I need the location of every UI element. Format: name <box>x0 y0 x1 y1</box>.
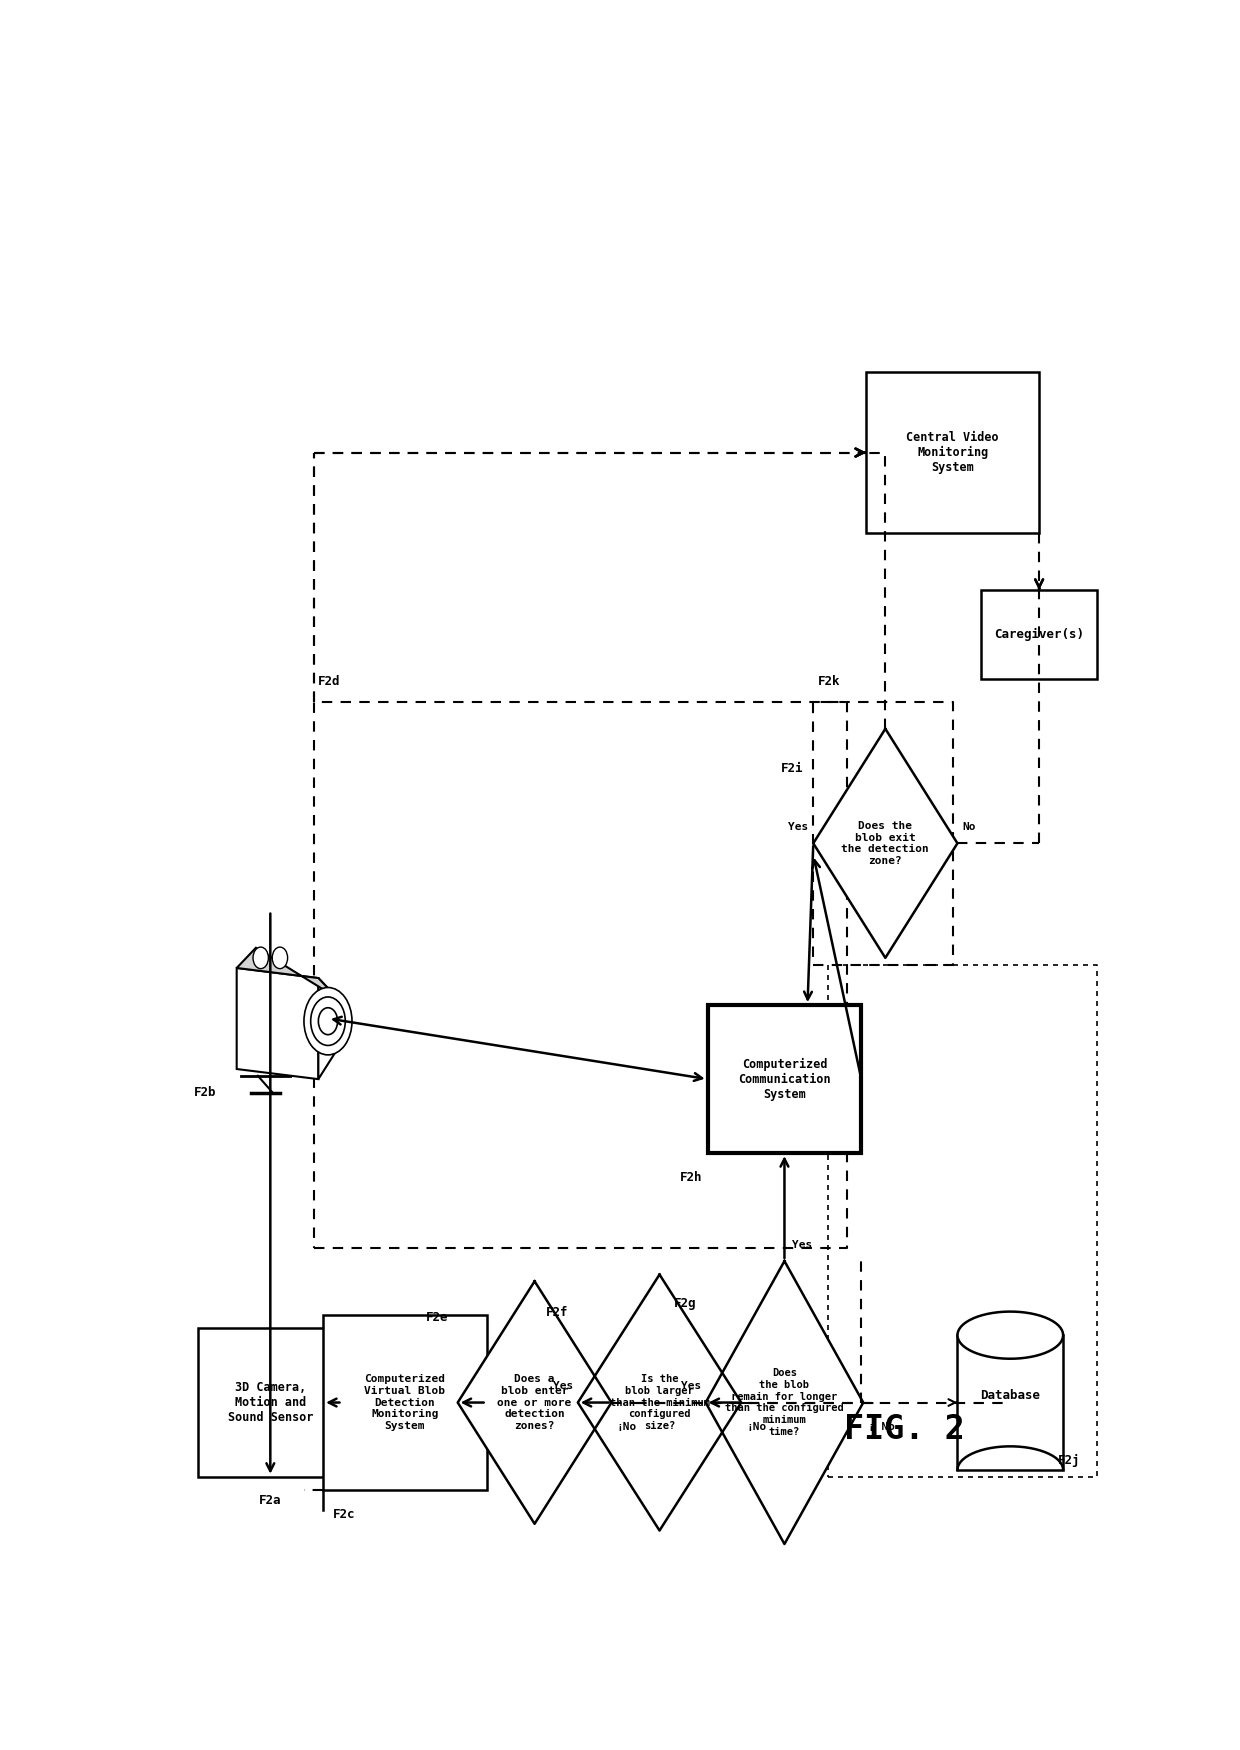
Text: Central Video
Monitoring
System: Central Video Monitoring System <box>906 430 999 474</box>
Text: F2h: F2h <box>681 1171 703 1185</box>
Text: No: No <box>962 822 976 833</box>
Text: F2b: F2b <box>193 1087 216 1099</box>
Text: F2i: F2i <box>781 763 804 775</box>
Polygon shape <box>957 1311 1063 1358</box>
Text: F2a: F2a <box>259 1494 281 1507</box>
Text: F2d: F2d <box>319 676 341 688</box>
Text: Yes: Yes <box>792 1241 812 1250</box>
Text: 3D Camera,
Motion and
Sound Sensor: 3D Camera, Motion and Sound Sensor <box>228 1381 312 1424</box>
Text: F2k: F2k <box>818 676 841 688</box>
Text: F2c: F2c <box>332 1508 356 1521</box>
Circle shape <box>319 1008 337 1034</box>
Polygon shape <box>866 371 1039 534</box>
Text: Does
the blob
remain for longer
than the configured
minimum
time?: Does the blob remain for longer than the… <box>725 1368 844 1437</box>
Text: Yes: Yes <box>681 1381 701 1391</box>
Polygon shape <box>237 968 319 1080</box>
Polygon shape <box>813 728 957 957</box>
Text: Yes: Yes <box>789 822 808 833</box>
Text: ¡No: ¡No <box>746 1421 766 1431</box>
Text: Does the
blob exit
the detection
zone?: Does the blob exit the detection zone? <box>842 821 929 866</box>
Polygon shape <box>982 590 1096 679</box>
Text: Computerized
Virtual Blob
Detection
Monitoring
System: Computerized Virtual Blob Detection Moni… <box>365 1374 445 1431</box>
Circle shape <box>304 987 352 1055</box>
Polygon shape <box>706 1262 863 1544</box>
Text: Yes: Yes <box>553 1381 573 1391</box>
Polygon shape <box>324 1314 486 1489</box>
Text: F2e: F2e <box>425 1311 448 1325</box>
Text: ¡No: ¡No <box>616 1421 636 1431</box>
Polygon shape <box>237 949 337 998</box>
Text: Computerized
Communication
System: Computerized Communication System <box>738 1057 831 1101</box>
Text: F2g: F2g <box>673 1297 696 1311</box>
Circle shape <box>311 997 345 1045</box>
Text: Is the
blob larger
than the minimum
configured
size?: Is the blob larger than the minimum conf… <box>610 1374 709 1431</box>
Text: Does a
blob enter
one or more
detection
zones?: Does a blob enter one or more detection … <box>497 1374 572 1431</box>
Polygon shape <box>319 978 337 1080</box>
Polygon shape <box>957 1335 1063 1470</box>
Circle shape <box>273 947 288 970</box>
Polygon shape <box>578 1274 742 1531</box>
Polygon shape <box>708 1004 862 1153</box>
Polygon shape <box>198 1328 342 1477</box>
Text: Caregiver(s): Caregiver(s) <box>994 628 1084 640</box>
Circle shape <box>253 947 268 970</box>
Text: F2f: F2f <box>546 1307 568 1320</box>
Text: Database: Database <box>981 1390 1040 1402</box>
Text: ¡ No: ¡ No <box>868 1421 895 1431</box>
Polygon shape <box>458 1281 611 1524</box>
Text: F2j: F2j <box>1058 1454 1081 1466</box>
Text: FIG. 2: FIG. 2 <box>844 1412 965 1445</box>
